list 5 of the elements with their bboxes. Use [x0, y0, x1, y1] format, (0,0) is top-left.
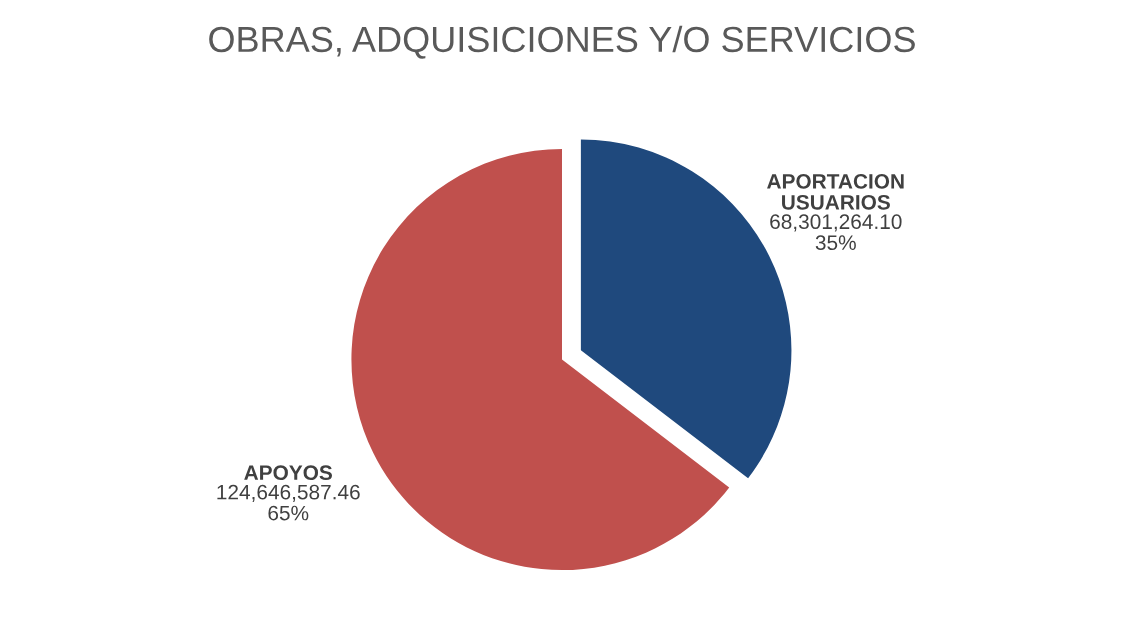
slice-label: APOYOS	[244, 465, 332, 481]
data-label: 68,301,264.10 35%	[770, 214, 902, 251]
chart-title: OBRAS, ADQUISICIONES Y/O SERVICIOS	[209, 25, 915, 59]
slice-label: APORTACION USUARIOS	[767, 173, 904, 210]
data-label: 124,646,587.46 65%	[217, 484, 360, 521]
